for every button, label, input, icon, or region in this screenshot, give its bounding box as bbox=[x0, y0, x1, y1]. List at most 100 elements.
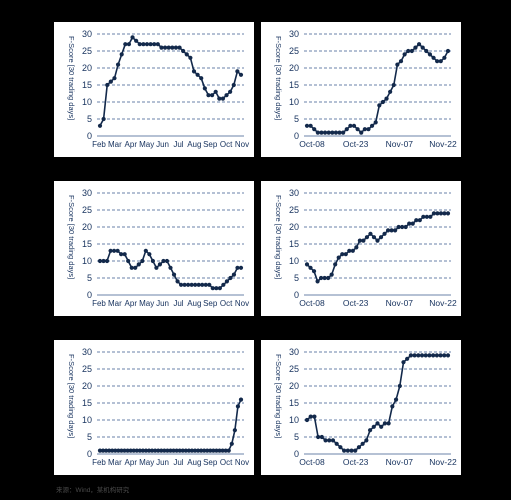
data-point bbox=[159, 448, 164, 453]
data-point bbox=[238, 397, 244, 402]
data-point bbox=[345, 448, 350, 453]
data-point bbox=[134, 38, 139, 43]
x-tick-label: Aug bbox=[187, 299, 201, 308]
data-point bbox=[312, 414, 317, 419]
data-point bbox=[119, 252, 124, 257]
data-point bbox=[188, 55, 193, 60]
x-tick-label: Nov bbox=[235, 140, 249, 149]
y-tick-label: 15 bbox=[82, 80, 92, 90]
data-point bbox=[343, 252, 348, 257]
data-point bbox=[431, 211, 436, 216]
y-tick-label: 20 bbox=[82, 63, 92, 73]
data-point bbox=[168, 448, 173, 453]
y-tick-label: 5 bbox=[87, 432, 92, 442]
data-point bbox=[108, 79, 113, 84]
data-point bbox=[220, 448, 225, 453]
data-point bbox=[315, 279, 320, 284]
data-point bbox=[319, 130, 324, 135]
y-tick-label: 25 bbox=[82, 364, 92, 374]
data-point bbox=[174, 448, 179, 453]
x-tick-label: Jul bbox=[173, 140, 183, 149]
data-point bbox=[375, 421, 380, 426]
y-tick-label: 20 bbox=[289, 381, 299, 391]
data-point bbox=[340, 252, 345, 257]
data-point bbox=[146, 448, 152, 453]
y-tick-label: 25 bbox=[289, 46, 299, 56]
y-tick-label: 0 bbox=[294, 131, 299, 141]
data-point bbox=[323, 438, 328, 443]
y-tick-label: 10 bbox=[289, 415, 299, 425]
data-point bbox=[390, 404, 395, 409]
data-point bbox=[435, 59, 440, 64]
data-point bbox=[316, 434, 321, 440]
data-point bbox=[229, 441, 234, 446]
y-tick-label: 5 bbox=[294, 273, 299, 283]
data-point bbox=[308, 414, 313, 419]
y-tick-label: 5 bbox=[294, 432, 299, 442]
data-point bbox=[134, 448, 139, 453]
x-tick-label: Oct-08 bbox=[299, 457, 325, 467]
data-point bbox=[393, 228, 398, 233]
data-point bbox=[382, 231, 387, 236]
data-point bbox=[329, 272, 334, 277]
data-point bbox=[126, 258, 131, 264]
data-point bbox=[220, 96, 226, 101]
data-point bbox=[141, 42, 146, 47]
data-point bbox=[403, 224, 408, 230]
data-point bbox=[191, 69, 197, 74]
data-point bbox=[140, 448, 146, 453]
data-point bbox=[413, 45, 418, 50]
data-point bbox=[189, 282, 194, 287]
data-point bbox=[371, 424, 376, 429]
x-tick-label: Jul bbox=[173, 458, 183, 467]
data-point bbox=[130, 35, 135, 40]
y-tick-label: 20 bbox=[82, 222, 92, 232]
data-point bbox=[224, 93, 229, 98]
data-point bbox=[119, 52, 124, 57]
x-tick-label: Mar bbox=[108, 140, 122, 149]
data-point bbox=[159, 45, 164, 50]
data-point bbox=[435, 211, 440, 216]
data-point bbox=[348, 123, 353, 128]
data-point bbox=[407, 221, 412, 226]
data-point bbox=[131, 448, 136, 453]
data-point bbox=[438, 211, 444, 216]
data-point bbox=[416, 42, 422, 47]
data-point bbox=[157, 262, 163, 267]
data-point bbox=[112, 76, 117, 81]
x-tick-label: Apr bbox=[125, 299, 138, 308]
x-tick-label: Nov bbox=[235, 299, 249, 308]
data-point bbox=[217, 448, 222, 453]
data-point bbox=[199, 448, 204, 453]
data-point bbox=[152, 42, 157, 47]
data-point bbox=[186, 282, 191, 287]
data-point bbox=[405, 356, 410, 361]
data-point bbox=[400, 224, 405, 230]
x-tick-label: Feb bbox=[92, 299, 106, 308]
data-point bbox=[379, 424, 384, 429]
data-point bbox=[178, 282, 184, 287]
data-point bbox=[393, 397, 399, 402]
x-tick-label: Oct bbox=[220, 299, 233, 308]
data-point bbox=[337, 130, 342, 135]
data-point bbox=[173, 45, 179, 50]
data-point bbox=[402, 52, 407, 57]
data-point bbox=[408, 353, 413, 358]
y-tick-label: 10 bbox=[289, 256, 299, 266]
x-tick-label: Aug bbox=[187, 140, 201, 149]
chart-svg: 0 5 10 15 20 25 30 Oct-08 Oct-23 Nov-07 Nov-22 bbox=[289, 29, 457, 149]
data-point bbox=[202, 86, 207, 91]
y-tick-label: 25 bbox=[82, 46, 92, 56]
data-point bbox=[378, 235, 384, 240]
data-point bbox=[126, 42, 132, 47]
data-point bbox=[235, 69, 240, 74]
data-point bbox=[205, 448, 210, 453]
data-point bbox=[362, 127, 367, 132]
x-tick-label: Sep bbox=[203, 458, 218, 467]
y-tick-label: 30 bbox=[289, 347, 299, 357]
data-point bbox=[147, 252, 152, 257]
data-point bbox=[224, 279, 229, 284]
y-axis-label: F-Score [30 trading days] bbox=[67, 195, 76, 280]
data-point bbox=[137, 448, 142, 453]
y-tick-label: 25 bbox=[289, 364, 299, 374]
